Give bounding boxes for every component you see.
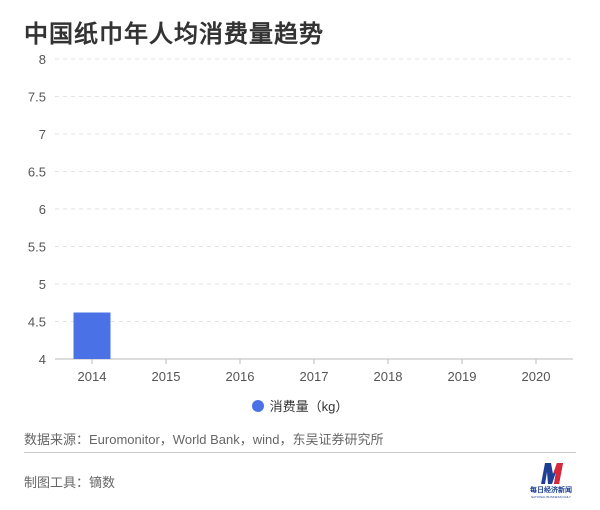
y-tick-label: 8 bbox=[39, 52, 46, 67]
chart-canvas: 4 4.5 5 5.5 6 6.5 7 7.5 8 2014 2015 2016 2017 2018 201… bbox=[28, 52, 573, 384]
x-tick-label: 2015 bbox=[152, 369, 181, 384]
logo-subtext: NATIONAL BUSINESS DAILY bbox=[531, 495, 571, 499]
publisher-logo: 每日经济新闻 NATIONAL BUSINESS DAILY bbox=[527, 460, 575, 502]
x-tick-label: 2018 bbox=[374, 369, 403, 384]
x-tick-label: 2014 bbox=[78, 369, 107, 384]
x-tick-label: 2019 bbox=[448, 369, 477, 384]
x-tick-label: 2016 bbox=[226, 369, 255, 384]
y-tick-label: 7.5 bbox=[28, 90, 46, 105]
y-tick-label: 4 bbox=[39, 352, 46, 367]
chart-title: 中国纸巾年人均消费量趋势 bbox=[24, 21, 324, 48]
logo-icon bbox=[541, 463, 563, 484]
chart-legend[interactable]: 消费量（kg） bbox=[0, 396, 600, 415]
y-tick-label: 4.5 bbox=[28, 315, 46, 330]
footer-divider bbox=[24, 452, 576, 453]
y-tick-label: 6.5 bbox=[28, 165, 46, 180]
y-tick-label: 5 bbox=[39, 277, 46, 292]
legend-marker bbox=[251, 399, 264, 412]
y-tick-label: 6 bbox=[39, 202, 46, 217]
data-source-note: 数据来源：Euromonitor，World Bank，wind，东吴证券研究所 bbox=[24, 432, 384, 447]
logo-text: 每日经济新闻 bbox=[530, 487, 572, 494]
bar-2014 bbox=[73, 312, 111, 359]
x-tick-label: 2017 bbox=[300, 369, 329, 384]
y-tick-label: 5.5 bbox=[28, 240, 46, 255]
x-tick-label: 2020 bbox=[522, 369, 551, 384]
legend-label: 消费量（kg） bbox=[269, 399, 349, 414]
y-tick-label: 7 bbox=[39, 127, 46, 142]
chart-tool-note: 制图工具：镝数 bbox=[24, 475, 116, 490]
